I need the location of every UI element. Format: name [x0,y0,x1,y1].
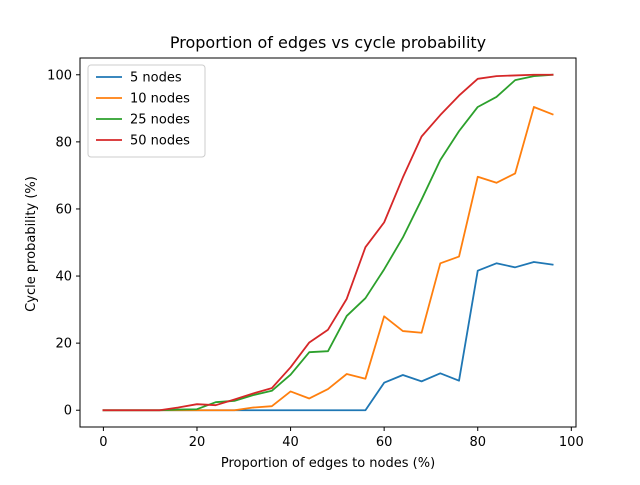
series-line-2 [102,73,554,412]
plot-frame [79,57,577,428]
x-tick-label-3: 60 [376,435,393,450]
x-tick-label-5: 100 [559,435,584,450]
axes-layer: 0 20 40 60 80 100 0 20 40 60 80 100 [47,57,584,450]
y-tick-label-4: 80 [55,135,72,150]
y-axis-title: Cycle probability (%) [24,176,39,312]
x-tick-label-1: 20 [189,435,206,450]
y-tick-label-1: 20 [55,337,72,352]
series-layer [102,73,554,412]
legend: 5 nodes 10 nodes 25 nodes 50 nodes [87,64,206,158]
x-tick-label-0: 0 [99,435,107,450]
y-tick-label-5: 100 [47,68,72,83]
x-tick-label-4: 80 [469,435,486,450]
series-line-3 [102,73,554,412]
y-tick-label-3: 60 [55,202,72,217]
y-tick-label-0: 0 [64,404,72,419]
x-axis-title: Proportion of edges to nodes (%) [221,456,435,471]
legend-label-3: 50 nodes [130,134,190,149]
legend-box [87,64,206,158]
legend-label-0: 5 nodes [130,71,182,86]
legend-label-2: 25 nodes [130,113,190,128]
x-tick-label-2: 40 [282,435,299,450]
legend-label-1: 10 nodes [130,92,190,107]
y-tick-label-2: 40 [55,270,72,285]
chart-title: Proportion of edges vs cycle probability [170,33,486,52]
